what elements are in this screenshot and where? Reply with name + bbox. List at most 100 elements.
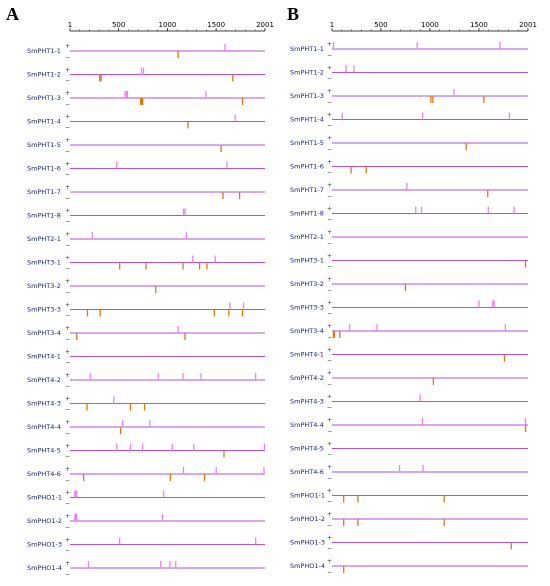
plus-element-marker (113, 396, 115, 404)
plus-strand-label: + (65, 443, 70, 450)
plus-element-marker (242, 302, 245, 310)
plus-element-marker (345, 65, 347, 73)
plus-strand-label: + (65, 396, 70, 403)
minus-strand-label: − (65, 571, 70, 578)
minus-element-marker (86, 403, 88, 411)
plus-strand-label: + (327, 159, 332, 166)
plus-element-marker (192, 255, 194, 263)
gene-label: SmPHO1-3 (290, 539, 325, 547)
minus-strand-label: − (327, 193, 332, 200)
plus-element-marker (406, 183, 408, 190)
gene-label: SmPHT1-4 (27, 118, 61, 126)
plus-element-marker (182, 373, 184, 380)
plus-strand-label: + (327, 323, 332, 330)
plus-strand-label: + (327, 370, 332, 377)
axis-tick-label: 1 (68, 21, 72, 29)
plus-element-marker (332, 42, 335, 49)
gene-label: SmPHT1-1 (290, 45, 324, 53)
gene-label: SmPHT4-4 (290, 421, 324, 429)
minus-element-marker (487, 190, 489, 197)
minus-strand-label: − (65, 148, 70, 155)
plus-element-marker (185, 232, 188, 239)
minus-element-marker (86, 309, 89, 317)
plus-strand-label: + (65, 513, 70, 520)
minus-element-marker (119, 262, 121, 270)
plus-strand-label: + (327, 394, 332, 401)
gene-label: SmPHT1-5 (290, 139, 324, 147)
plus-element-marker (159, 561, 162, 568)
minus-element-marker (198, 262, 201, 270)
gene-label: SmPHT2-1 (290, 233, 324, 241)
minus-strand-label: − (65, 454, 70, 461)
plus-element-marker (504, 324, 507, 331)
plus-strand-label: + (65, 67, 70, 74)
plus-element-marker (416, 42, 418, 49)
gene-label: SmPHT1-8 (27, 212, 61, 220)
plus-element-marker (478, 300, 480, 308)
minus-strand-label: − (327, 52, 332, 59)
minus-strand-label: − (327, 287, 332, 294)
minus-element-marker (155, 286, 157, 293)
minus-strand-label: − (327, 123, 332, 130)
gene-label: SmPHT1-2 (290, 69, 324, 77)
minus-strand-label: − (327, 499, 332, 506)
plus-strand-label: + (327, 464, 332, 471)
gene-label: SmPHT4-4 (27, 423, 61, 431)
minus-element-marker (443, 519, 445, 526)
plus-strand-label: + (65, 231, 70, 238)
plus-strand-label: + (327, 535, 332, 542)
minus-strand-label: − (327, 475, 332, 482)
plus-strand-label: + (65, 255, 70, 262)
plus-element-marker (420, 206, 423, 214)
plus-element-marker (74, 514, 76, 521)
minus-element-marker (238, 192, 241, 199)
gene-label: SmPHT1-7 (27, 188, 61, 196)
minus-element-marker (365, 166, 367, 174)
minus-element-marker (430, 96, 432, 103)
plus-element-marker (487, 206, 489, 214)
minus-element-marker (100, 74, 102, 82)
axis-tick-label: 1500 (470, 21, 488, 29)
minus-strand-label: − (65, 360, 70, 367)
plus-element-marker (184, 208, 186, 216)
gene-label: SmPHT3-1 (290, 257, 324, 265)
axis-tick-label: 1500 (207, 21, 225, 29)
minus-element-marker (220, 145, 222, 152)
gene-label: SmPHT1-2 (27, 71, 61, 79)
plus-strand-label: + (65, 302, 70, 309)
plus-strand-label: + (65, 278, 70, 285)
gene-label: SmPHT2-1 (27, 235, 61, 243)
minus-element-marker (213, 309, 215, 317)
minus-element-marker (222, 192, 224, 199)
gene-label: SmPHT1-5 (27, 141, 61, 149)
minus-element-marker (184, 333, 186, 340)
plus-strand-label: + (327, 300, 332, 307)
minus-strand-label: − (327, 334, 332, 341)
plus-element-marker (263, 467, 265, 474)
plus-element-marker (125, 91, 128, 98)
gene-label: SmPHO1-3 (27, 541, 62, 549)
minus-element-marker (503, 354, 506, 362)
plus-element-marker (415, 206, 417, 214)
minus-element-marker (404, 284, 407, 291)
minus-strand-label: − (327, 569, 332, 576)
plus-strand-label: + (65, 184, 70, 191)
plus-strand-label: + (65, 372, 70, 379)
plus-element-marker (171, 443, 173, 451)
plus-strand-label: + (327, 253, 332, 260)
plus-element-marker (376, 324, 378, 331)
plus-element-marker (142, 67, 145, 75)
gene-label: SmPHT3-2 (27, 282, 61, 290)
plus-strand-label: + (65, 466, 70, 473)
minus-element-marker (228, 309, 230, 317)
plus-element-marker (116, 443, 118, 451)
axis-tick-label: 500 (112, 21, 125, 29)
plus-element-marker (492, 300, 494, 308)
plus-element-marker (126, 91, 129, 98)
plus-strand-label: + (327, 558, 332, 565)
plus-element-marker (263, 443, 266, 451)
minus-strand-label: − (65, 501, 70, 508)
plus-element-marker (421, 418, 424, 425)
minus-element-marker (169, 474, 172, 481)
gene-label: SmPHT1-1 (27, 47, 61, 55)
